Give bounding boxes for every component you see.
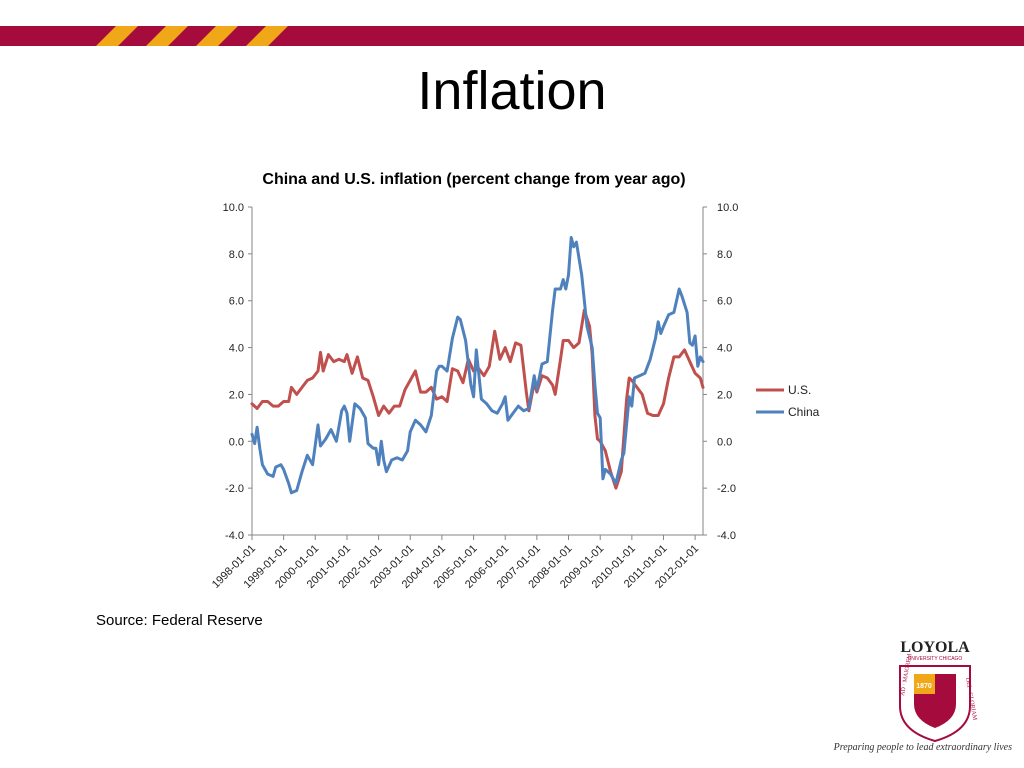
- x-axis: 1998-01-011999-01-012000-01-012001-01-01…: [210, 534, 703, 591]
- series-line-china: [250, 236, 705, 495]
- y-tick-label-right: 2.0: [717, 389, 732, 401]
- y-tick-label-left: -2.0: [225, 483, 244, 495]
- series-line-us: [250, 308, 705, 490]
- y-tick-label-left: 4.0: [229, 343, 244, 355]
- tagline: Preparing people to lead extraordinary l…: [833, 742, 1012, 753]
- line-chart: China and U.S. inflation (percent change…: [210, 171, 820, 591]
- svg-text:UNIVERSITY CHICAGO: UNIVERSITY CHICAGO: [908, 656, 963, 662]
- series-layer: [250, 236, 705, 495]
- y-tick-label-right: 4.0: [717, 343, 732, 355]
- y-axis-left: 10.0 8.0 6.0 4.0 2.0 0.0 -2.0 -4.0: [223, 202, 253, 542]
- y-tick-label-left: 2.0: [229, 389, 244, 401]
- source-note: Source: Federal Reserve: [96, 612, 263, 629]
- y-tick-label-left: 0.0: [229, 436, 244, 448]
- legend-label: U.S.: [788, 383, 811, 397]
- svg-text:1870: 1870: [916, 683, 932, 690]
- y-tick-label-right: 8.0: [717, 249, 732, 261]
- svg-text:LOYOLA: LOYOLA: [900, 639, 970, 656]
- y-tick-label-left: -4.0: [225, 530, 244, 542]
- chart-title: China and U.S. inflation (percent change…: [262, 171, 685, 188]
- slide-title: Inflation: [417, 61, 607, 121]
- y-tick-label-left: 6.0: [229, 296, 244, 308]
- y-tick-label-right: 0.0: [717, 436, 732, 448]
- y-tick-label-right: 10.0: [717, 202, 738, 214]
- y-tick-label-left: 10.0: [223, 202, 244, 214]
- legend-label: China: [788, 405, 820, 419]
- y-tick-label-right: -4.0: [717, 530, 736, 542]
- y-axis-right: 10.0 8.0 6.0 4.0 2.0 0.0 -2.0 -4.0: [702, 202, 738, 542]
- y-tick-label-right: 6.0: [717, 296, 732, 308]
- loyola-logo: LOYOLA UNIVERSITY CHICAGO 1870 AD · MAIO…: [899, 639, 978, 743]
- top-decorative-band: [0, 26, 1024, 46]
- band-stripes: [96, 26, 288, 46]
- legend: U.S. China: [756, 383, 820, 419]
- y-tick-label-right: -2.0: [717, 483, 736, 495]
- y-tick-label-left: 8.0: [229, 249, 244, 261]
